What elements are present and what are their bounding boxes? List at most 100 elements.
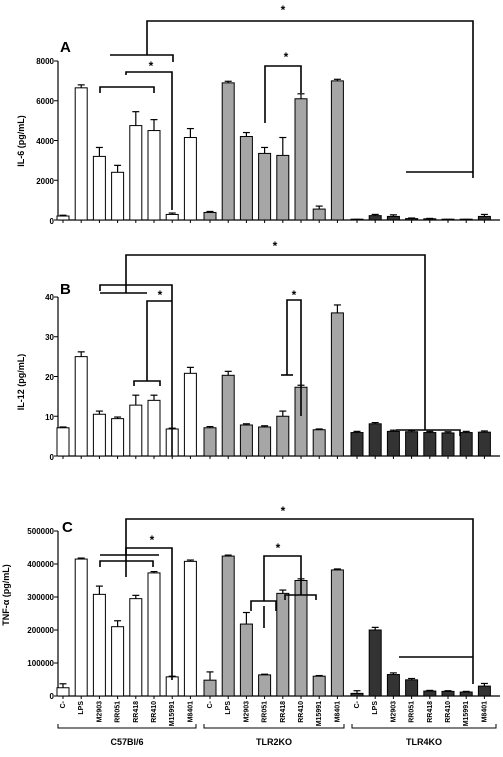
bar — [423, 690, 437, 697]
group-label-c57bl6: C57Bl/6 — [110, 737, 143, 747]
bar — [92, 593, 106, 697]
panel-b-ytick: 0 — [50, 453, 55, 462]
bar — [203, 211, 217, 221]
x-tick-label: M2903 — [243, 701, 250, 723]
panel-a-ytick: 4000 — [36, 137, 54, 146]
bar — [368, 215, 382, 221]
bar — [221, 374, 235, 457]
bar — [56, 427, 70, 457]
bar — [330, 569, 344, 697]
significance-star: * — [158, 288, 163, 302]
bar — [330, 80, 344, 221]
x-tick-label: RR410 — [445, 701, 452, 723]
bar — [294, 580, 308, 697]
bar — [405, 218, 419, 221]
bar — [350, 692, 364, 697]
panel-a-ytick: 6000 — [36, 97, 54, 106]
significance-bracket — [133, 380, 161, 386]
bar — [312, 208, 326, 221]
significance-bracket — [250, 600, 277, 628]
significance-bracket — [99, 284, 173, 456]
x-axis-labels: C- LPS M2903 RR051 RR418 RR410 M15991 M8401 C- LP… — [60, 700, 488, 726]
bar — [129, 404, 143, 457]
bar — [386, 215, 400, 221]
significance-bracket — [99, 86, 155, 93]
panel-a-ytick: 8000 — [36, 57, 54, 66]
bar — [276, 415, 290, 457]
bar — [459, 432, 473, 457]
significance-star: * — [281, 504, 286, 518]
bar — [276, 154, 290, 221]
panel-a-ylabel: IL-6 (pg/mL) — [16, 115, 26, 167]
bar — [423, 432, 437, 457]
group-label-tlr4ko: TLR4KO — [406, 737, 442, 747]
x-tick-label: M8401 — [481, 701, 488, 723]
significance-bracket — [396, 429, 461, 436]
significance-bracket — [264, 65, 302, 123]
bar — [183, 372, 197, 457]
group-label-tlr2ko: TLR2KO — [256, 737, 292, 747]
bar — [312, 429, 326, 457]
bar — [74, 558, 88, 697]
panel-a-label: A — [60, 39, 71, 56]
x-tick-label: C- — [354, 700, 361, 708]
panel-b-label: B — [60, 281, 71, 298]
significance-star: * — [281, 3, 286, 17]
x-tick-label: M2903 — [390, 701, 397, 723]
x-tick-label: LPS — [78, 701, 85, 715]
bar — [441, 432, 455, 457]
significance-star: * — [276, 541, 281, 555]
bar — [294, 98, 308, 221]
bar — [477, 215, 491, 221]
bar — [258, 152, 272, 221]
bar — [258, 426, 272, 457]
significance-bracket — [263, 555, 302, 601]
x-tick-label: C- — [60, 700, 67, 708]
bar — [147, 130, 161, 221]
panel-c-ytick: 400000 — [27, 560, 54, 569]
bar — [74, 356, 88, 457]
bar — [258, 674, 272, 697]
panel-c: C TNF-α (pg/mL) 0 100000 200000 300000 4… — [1, 504, 500, 701]
panel-c-ytick: 300000 — [27, 593, 54, 602]
bar — [56, 215, 70, 221]
bar — [330, 312, 344, 457]
significance-star: * — [150, 533, 155, 547]
x-tick-label: RR051 — [409, 701, 416, 723]
panel-c-ytick: 500000 — [27, 527, 54, 536]
panel-c-significance — [99, 518, 474, 684]
panel-c-bars — [54, 530, 500, 699]
bar — [92, 155, 106, 221]
x-tick-label: C- — [207, 700, 214, 708]
panel-b-ytick: 20 — [45, 373, 54, 382]
significance-bracket — [125, 254, 426, 430]
x-tick-label: RR418 — [280, 701, 287, 723]
panel-a-significance — [99, 20, 474, 210]
x-tick-label: RR051 — [262, 701, 269, 723]
x-tick-label: LPS — [372, 701, 379, 715]
panel-c-ytick: 0 — [50, 692, 55, 701]
bar — [56, 687, 70, 697]
bar — [368, 629, 382, 697]
group-bracket — [203, 724, 345, 729]
bar — [386, 674, 400, 697]
x-tick-label: M8401 — [334, 701, 341, 723]
bar — [203, 679, 217, 697]
panel-b-ylabel: IL-12 (pg/mL) — [16, 354, 26, 411]
bar — [147, 399, 161, 457]
x-tick-label: LPS — [225, 701, 232, 715]
panel-b-significance — [99, 254, 461, 456]
group-bracket — [351, 724, 497, 729]
x-tick-label: M2903 — [96, 701, 103, 723]
x-tick-label: RR410 — [151, 701, 158, 723]
bar — [239, 424, 253, 457]
x-tick-label: RR418 — [427, 701, 434, 723]
significance-star: * — [292, 288, 297, 302]
bar — [350, 432, 364, 457]
bar — [129, 125, 143, 221]
significance-bracket — [284, 594, 317, 600]
bar — [368, 423, 382, 457]
bar — [386, 430, 400, 457]
bar — [203, 427, 217, 457]
